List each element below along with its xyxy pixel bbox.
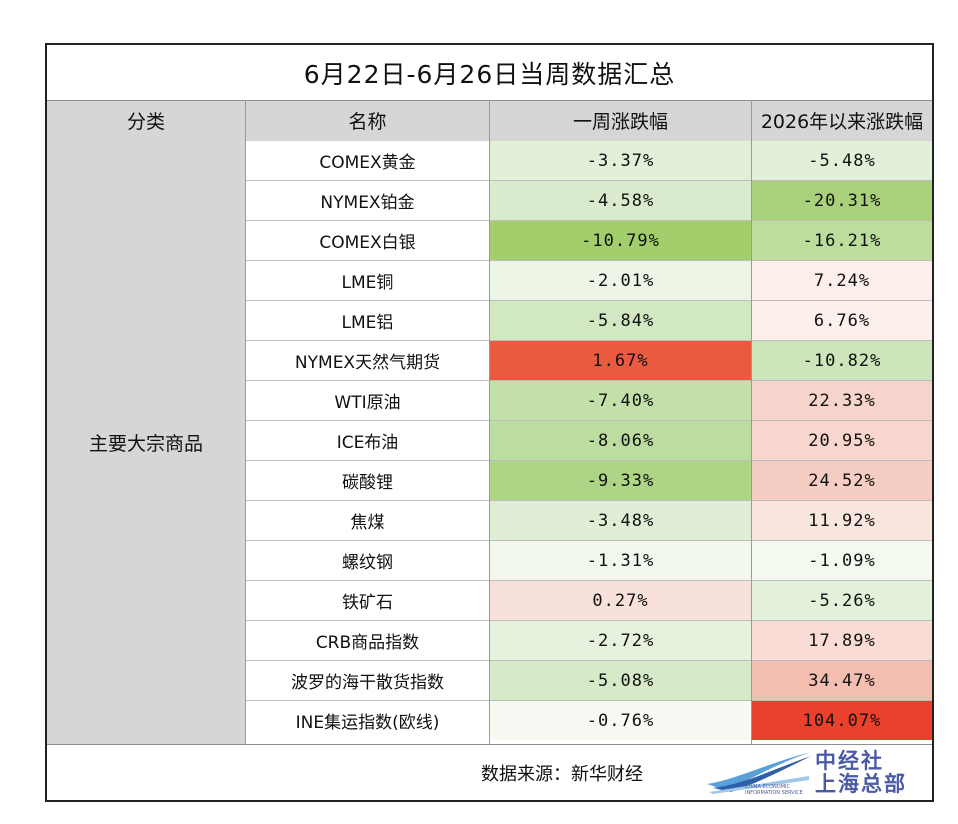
- row-name: NYMEX铂金: [246, 181, 489, 220]
- row-name: COMEX黄金: [246, 141, 489, 180]
- row-name: LME铝: [246, 301, 489, 340]
- row-week-change: 1.67%: [490, 341, 751, 380]
- row-divider: [246, 540, 932, 541]
- row-name: WTI原油: [246, 381, 489, 420]
- row-week-change: -8.06%: [490, 421, 751, 460]
- logo-swoosh-icon: [707, 752, 811, 794]
- row-ytd-change: 20.95%: [752, 421, 932, 460]
- row-name: ICE布油: [246, 421, 489, 460]
- row-name: LME铜: [246, 261, 489, 300]
- row-divider: [246, 380, 932, 381]
- row-week-change: -5.84%: [490, 301, 751, 340]
- row-week-change: -4.58%: [490, 181, 751, 220]
- row-ytd-change: 7.24%: [752, 261, 932, 300]
- row-name: 焦煤: [246, 501, 489, 540]
- row-name: COMEX白银: [246, 221, 489, 260]
- row-divider: [246, 580, 932, 581]
- row-ytd-change: 6.76%: [752, 301, 932, 340]
- row-name: 波罗的海干散货指数: [246, 661, 489, 700]
- header-week-change: 一周涨跌幅: [490, 100, 751, 141]
- row-divider: [246, 460, 932, 461]
- row-name: CRB商品指数: [246, 621, 489, 660]
- row-ytd-change: -5.26%: [752, 581, 932, 620]
- row-divider: [246, 300, 932, 301]
- row-week-change: -5.08%: [490, 661, 751, 700]
- header-ytd-change: 2026年以来涨跌幅: [752, 100, 932, 141]
- header-category: 分类: [47, 100, 245, 141]
- row-week-change: -2.01%: [490, 261, 751, 300]
- row-ytd-change: 17.89%: [752, 621, 932, 660]
- divider: [751, 100, 752, 744]
- row-name: NYMEX天然气期货: [246, 341, 489, 380]
- row-week-change: -1.31%: [490, 541, 751, 580]
- row-divider: [246, 180, 932, 181]
- row-ytd-change: 104.07%: [752, 701, 932, 740]
- row-name: 螺纹钢: [246, 541, 489, 580]
- row-divider: [246, 260, 932, 261]
- divider: [489, 100, 490, 744]
- row-divider: [246, 340, 932, 341]
- row-ytd-change: 34.47%: [752, 661, 932, 700]
- row-name: 碳酸锂: [246, 461, 489, 500]
- row-week-change: 0.27%: [490, 581, 751, 620]
- row-divider: [246, 220, 932, 221]
- row-ytd-change: -16.21%: [752, 221, 932, 260]
- row-week-change: -0.76%: [490, 701, 751, 740]
- data-source: 数据来源：新华财经: [481, 764, 643, 785]
- row-week-change: -3.48%: [490, 501, 751, 540]
- row-week-change: -9.33%: [490, 461, 751, 500]
- row-ytd-change: -10.82%: [752, 341, 932, 380]
- divider: [47, 744, 932, 745]
- row-week-change: -3.37%: [490, 141, 751, 180]
- footer: 数据来源：新华财经 中经社 上海总部 CHINA ECONOMIC INFORM…: [47, 744, 932, 800]
- table-title: 6月22日-6月26日当周数据汇总: [303, 59, 676, 89]
- cei-logo: 中经社 上海总部 CHINA ECONOMIC INFORMATION SERV…: [705, 750, 933, 798]
- category-label: 主要大宗商品: [47, 141, 245, 744]
- row-name: 铁矿石: [246, 581, 489, 620]
- row-ytd-change: 22.33%: [752, 381, 932, 420]
- divider: [245, 100, 246, 744]
- row-name: INE集运指数(欧线): [246, 701, 489, 740]
- row-divider: [246, 700, 932, 701]
- row-divider: [246, 620, 932, 621]
- row-week-change: -2.72%: [490, 621, 751, 660]
- row-divider: [246, 500, 932, 501]
- row-ytd-change: -1.09%: [752, 541, 932, 580]
- row-divider: [246, 660, 932, 661]
- logo-text: 中经社 上海总部: [815, 749, 907, 796]
- row-week-change: -7.40%: [490, 381, 751, 420]
- row-divider: [246, 420, 932, 421]
- row-ytd-change: 11.92%: [752, 501, 932, 540]
- row-week-change: -10.79%: [490, 221, 751, 260]
- summary-table: 6月22日-6月26日当周数据汇总 分类 名称 一周涨跌幅 2026年以来涨跌幅…: [45, 43, 934, 802]
- header-name: 名称: [246, 100, 489, 141]
- row-ytd-change: -5.48%: [752, 141, 932, 180]
- row-ytd-change: -20.31%: [752, 181, 932, 220]
- row-ytd-change: 24.52%: [752, 461, 932, 500]
